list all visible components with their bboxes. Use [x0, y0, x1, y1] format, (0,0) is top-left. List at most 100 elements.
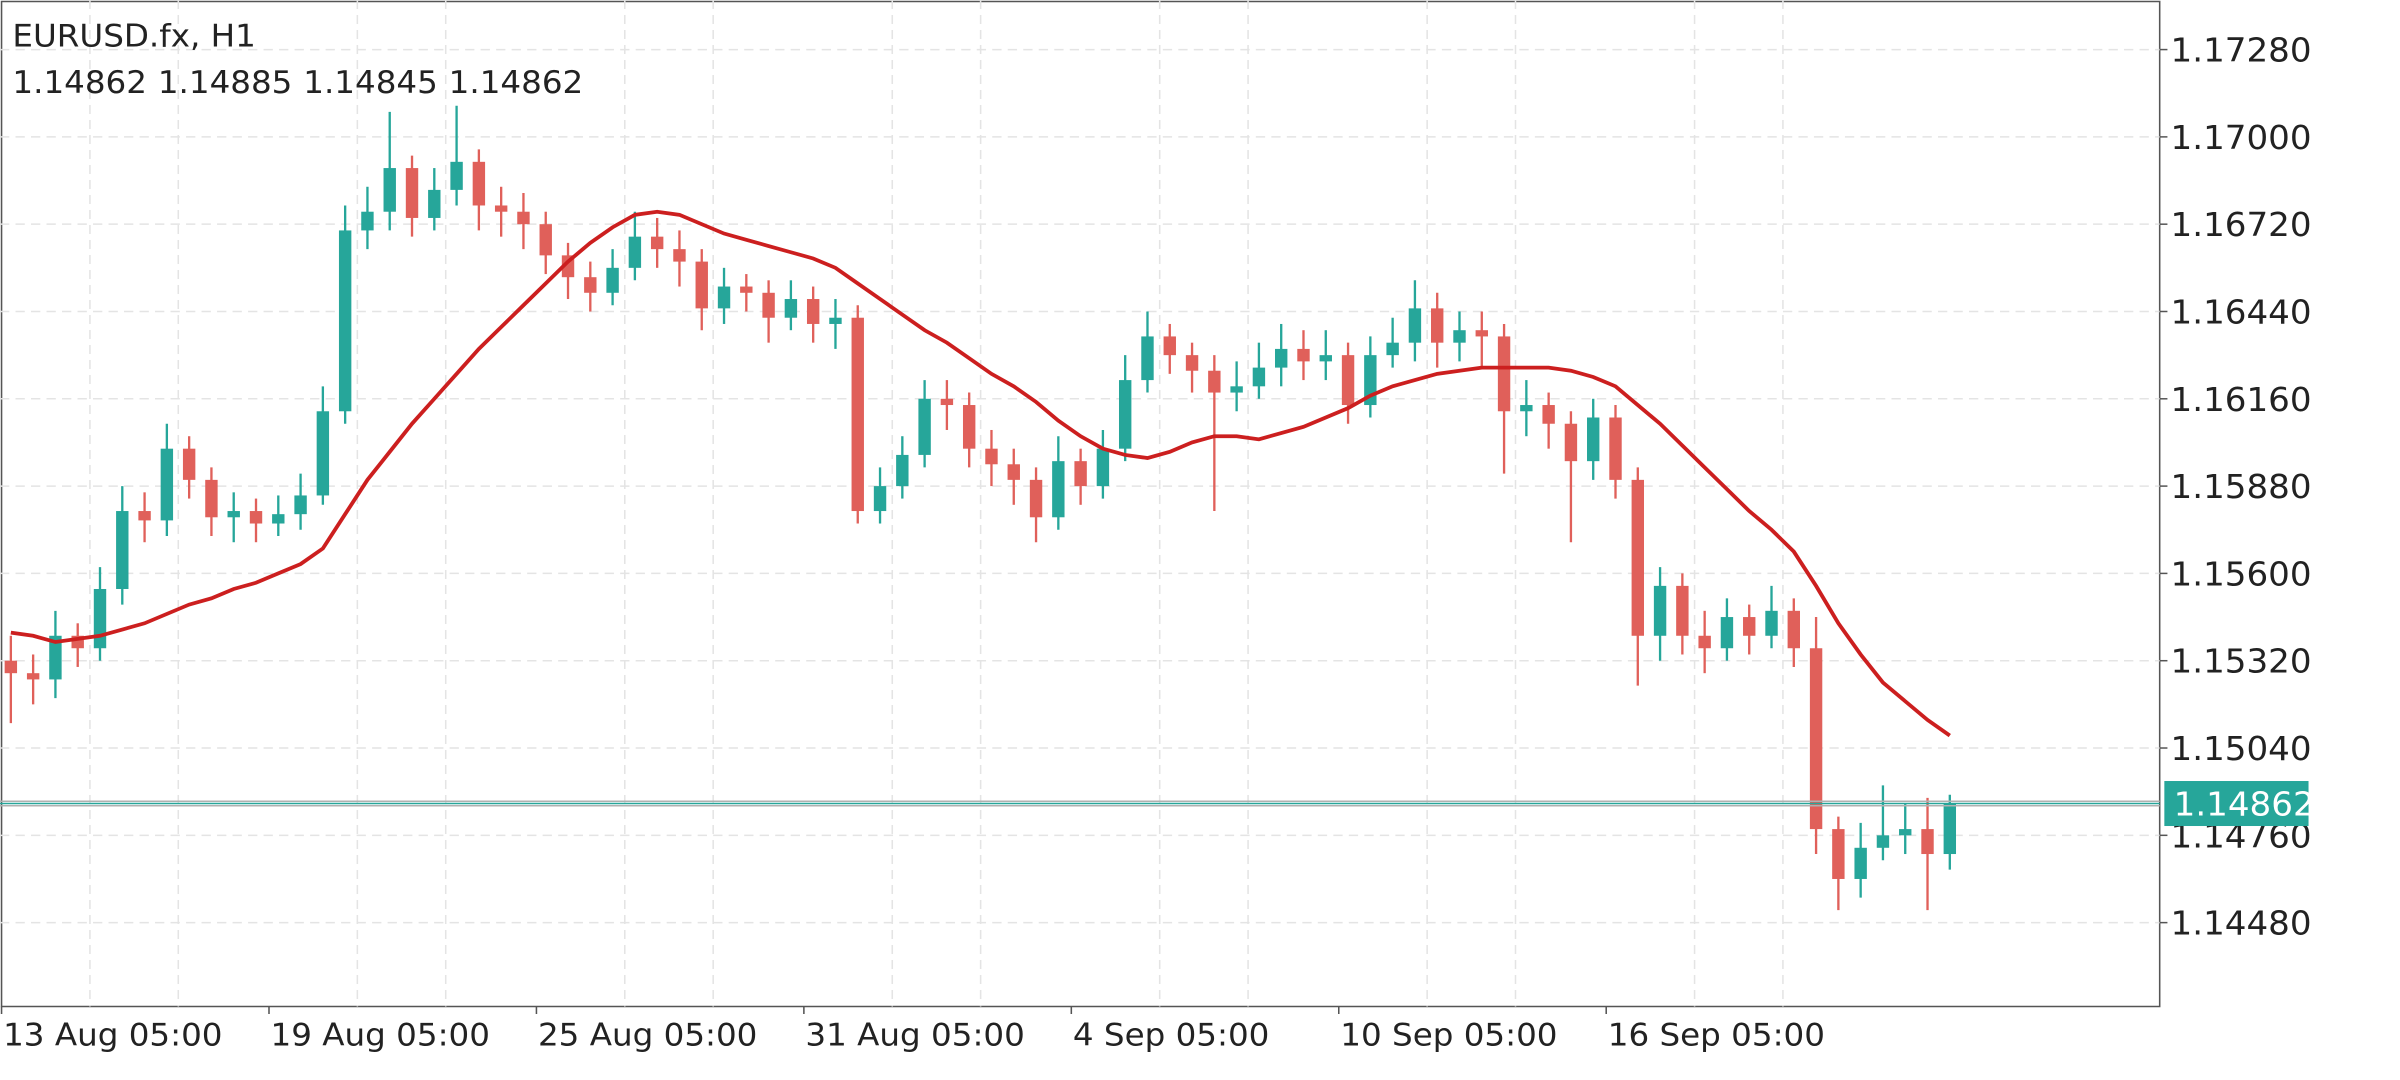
- marks: [4, 105, 1957, 911]
- candle-body: [918, 398, 931, 455]
- candle-body: [450, 161, 463, 190]
- candle-body: [4, 660, 18, 674]
- candle-body: [294, 495, 307, 515]
- candle-body: [1497, 336, 1511, 412]
- candle-body: [1787, 610, 1800, 649]
- candle-body: [1275, 348, 1288, 368]
- candle-body: [1297, 348, 1310, 362]
- candle-body: [539, 224, 552, 256]
- candle-body: [740, 286, 753, 293]
- candle-body: [338, 230, 352, 412]
- candle-body: [695, 261, 708, 309]
- candle-body: [717, 286, 731, 309]
- ohlc-header: 1.14862 1.14885 1.14845 1.14862: [12, 63, 583, 100]
- candle-body: [249, 511, 263, 524]
- x-tick-label: 10 Sep 05:00: [1340, 1016, 1557, 1053]
- candle-body: [1319, 355, 1332, 362]
- ohlc-value: 1.14845: [303, 63, 438, 100]
- candle-body: [606, 267, 619, 293]
- candle-body: [116, 511, 129, 589]
- candle-body: [940, 398, 954, 406]
- x-tick-label: 13 Aug 05:00: [3, 1016, 222, 1053]
- candle-body: [1341, 355, 1355, 406]
- ohlc-value: 1.14862: [449, 63, 584, 100]
- candle-body: [1720, 617, 1734, 649]
- candle-body: [1631, 479, 1644, 636]
- candle-body: [1118, 380, 1132, 449]
- candle-body: [1208, 370, 1221, 393]
- candle-body: [1832, 829, 1845, 879]
- candle-body: [405, 168, 419, 218]
- candle-body: [205, 479, 218, 518]
- candle-body: [1185, 355, 1199, 371]
- plot-frame: [0, 0, 2161, 1008]
- candle-body: [1743, 617, 1756, 636]
- candle-body: [316, 411, 330, 496]
- candle-body: [182, 448, 196, 480]
- candle-body: [93, 588, 107, 649]
- candle-body: [1007, 464, 1020, 480]
- candle-body: [428, 189, 441, 218]
- candle-body: [1676, 585, 1689, 636]
- candle-body: [1029, 479, 1043, 518]
- candle-body: [1542, 405, 1555, 424]
- y-tick-label: 1.16440: [2171, 293, 2312, 331]
- last-price-box: [2164, 781, 2309, 827]
- candle-body: [762, 292, 775, 318]
- candle-body: [160, 448, 174, 521]
- candle-body: [650, 236, 664, 250]
- candle-body: [26, 673, 40, 680]
- x-tick-label: 16 Sep 05:00: [1608, 1016, 1825, 1053]
- candle-body: [517, 211, 530, 225]
- y-tick-label: 1.16720: [2171, 206, 2312, 244]
- candle-body: [851, 317, 864, 512]
- candle-body: [584, 277, 597, 293]
- candle-body: [361, 211, 374, 231]
- candle-body: [1052, 461, 1065, 518]
- candle-body: [383, 168, 396, 212]
- candle-body: [1386, 342, 1399, 356]
- candle-body: [873, 486, 887, 512]
- candle-body: [272, 514, 285, 524]
- candle-body: [985, 448, 998, 465]
- x-tick-label: 19 Aug 05:00: [271, 1016, 490, 1053]
- candle-body: [227, 511, 240, 518]
- candle-body: [1854, 847, 1867, 879]
- candle-body: [1765, 610, 1778, 636]
- candle-body: [1564, 423, 1578, 462]
- x-tick-label: 4 Sep 05:00: [1073, 1016, 1270, 1053]
- candle-body: [1431, 308, 1444, 343]
- candle-body: [806, 299, 820, 324]
- y-tick-label: 1.15320: [2171, 642, 2312, 680]
- chart-title: EURUSD.fx, H1: [12, 17, 255, 54]
- candle-body: [628, 236, 642, 268]
- candle-body: [1653, 585, 1667, 636]
- candle-body: [1899, 829, 1912, 836]
- y-tick-label: 1.17280: [2171, 31, 2312, 69]
- candle-body: [1141, 336, 1154, 381]
- ohlc-value: 1.14862: [12, 63, 147, 100]
- candle-body: [138, 511, 151, 521]
- y-tick-label: 1.15600: [2171, 555, 2312, 593]
- candle-body: [494, 205, 508, 212]
- moving-average-line: [10, 209, 1951, 738]
- candle-body: [896, 454, 909, 487]
- candle-body: [49, 635, 62, 680]
- candle-body: [1096, 448, 1110, 487]
- candle-body: [1921, 829, 1934, 855]
- y-tick-label: 1.15040: [2171, 730, 2312, 768]
- candle-body: [1252, 367, 1266, 387]
- x-tick-label: 31 Aug 05:00: [805, 1016, 1024, 1053]
- candle-body: [472, 161, 486, 206]
- candle-body: [829, 317, 842, 324]
- candle-body: [1943, 803, 1957, 855]
- candle-body: [784, 299, 798, 318]
- candle-body: [1520, 405, 1533, 412]
- ohlc-value: 1.14885: [158, 63, 293, 100]
- y-tick-label: 1.17000: [2171, 118, 2312, 156]
- candle-body: [1809, 648, 1823, 830]
- candle-body: [1698, 635, 1711, 649]
- y-tick-label: 1.14480: [2171, 904, 2312, 942]
